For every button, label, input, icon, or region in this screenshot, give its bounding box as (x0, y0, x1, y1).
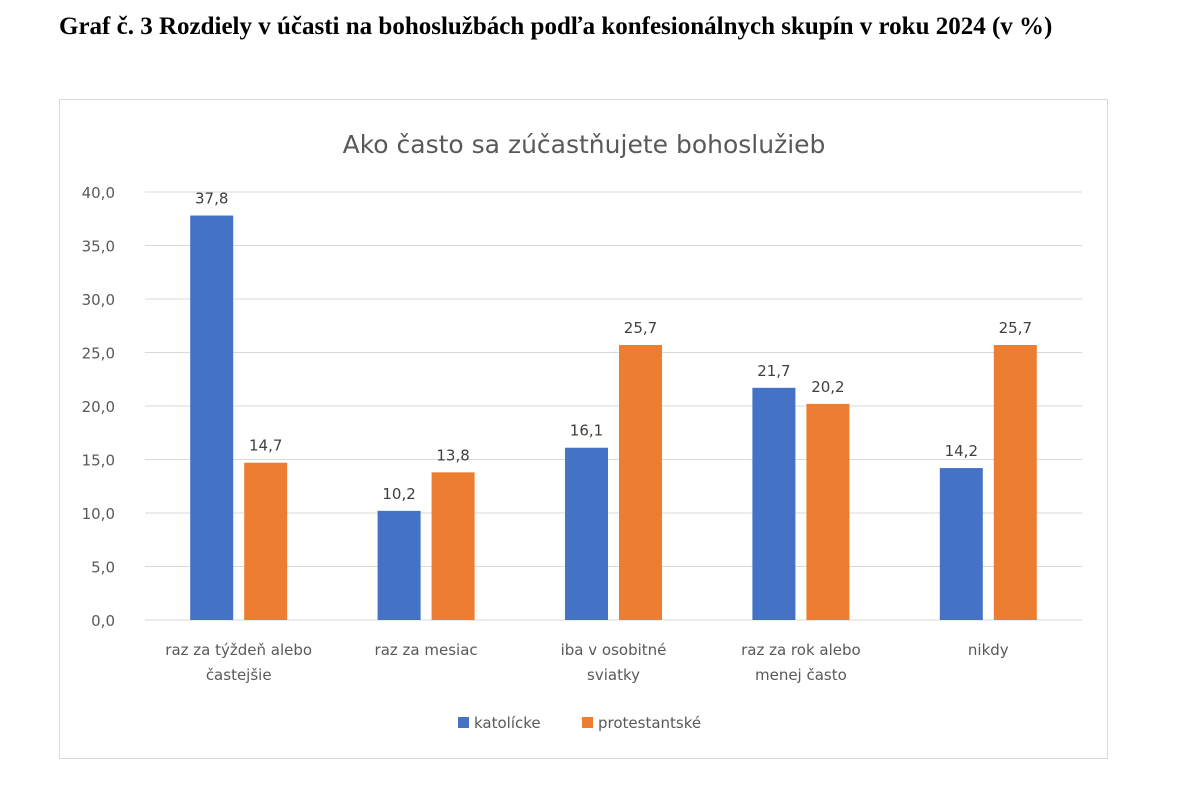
bars (190, 215, 1037, 621)
y-tick-label: 0,0 (91, 612, 115, 630)
data-label: 14,2 (945, 442, 978, 460)
data-label: 14,7 (249, 437, 282, 455)
legend-label: katolícke (474, 714, 541, 732)
x-tick-label: nikdy (968, 641, 1009, 659)
y-tick-label: 30,0 (82, 291, 115, 309)
gridlines (145, 191, 1082, 621)
legend-swatch (582, 717, 593, 728)
x-tick-label: raz za rok alebo (741, 641, 861, 659)
data-label: 21,7 (757, 362, 790, 380)
x-tick-label: raz za týždeň alebo (165, 641, 312, 659)
x-tick-label: častejšie (206, 666, 272, 684)
y-tick-label: 25,0 (82, 345, 115, 363)
bar-katolicke (752, 387, 796, 620)
legend-label: protestantské (598, 714, 701, 732)
data-label: 25,7 (624, 319, 657, 337)
y-tick-label: 20,0 (82, 398, 115, 416)
y-tick-label: 10,0 (82, 505, 115, 523)
y-tick-label: 15,0 (82, 452, 115, 470)
chart-frame (59, 99, 1108, 759)
bar-katolicke (190, 215, 234, 621)
data-label: 13,8 (436, 446, 469, 464)
bar-protestantske (993, 345, 1037, 620)
bar-protestantske (244, 462, 288, 620)
data-label: 10,2 (382, 485, 415, 503)
x-tick-label: sviatky (587, 666, 640, 684)
bar-katolicke (377, 510, 421, 620)
data-label: 20,2 (811, 378, 844, 396)
bar-katolicke (565, 447, 608, 620)
bar-protestantske (619, 345, 662, 620)
bar-protestantske (431, 472, 475, 620)
bar-protestantske (806, 403, 850, 620)
x-tick-label: iba v osobitné (561, 641, 667, 659)
data-label: 16,1 (570, 422, 603, 440)
x-tick-label: raz za mesiac (375, 641, 478, 659)
data-labels: 37,8 14,7 10,2 13,8 16,1 25,7 21,7 20,2 14,2 25,7 (195, 190, 1032, 503)
y-tick-label: 35,0 (82, 238, 115, 256)
x-tick-label: menej často (755, 666, 847, 684)
document-heading: Graf č. 3 Rozdiely v účasti na bohoslužb… (59, 13, 1053, 40)
data-label: 25,7 (999, 319, 1032, 337)
x-axis-ticks: raz za týždeň alebo častejšie raz za mesia… (165, 641, 1008, 684)
bar-katolicke (939, 468, 983, 620)
legend: katolícke protestantské (458, 714, 701, 732)
y-axis-ticks: 0,0 5,0 10,0 15,0 20,0 25,0 30,0 35,0 40,0 (82, 184, 115, 630)
legend-swatch (458, 717, 469, 728)
y-tick-label: 40,0 (82, 184, 115, 202)
data-label: 37,8 (195, 190, 228, 208)
chart-title: Ako často sa zúčastňujete bohoslužieb (343, 130, 826, 159)
y-tick-label: 5,0 (91, 559, 115, 577)
